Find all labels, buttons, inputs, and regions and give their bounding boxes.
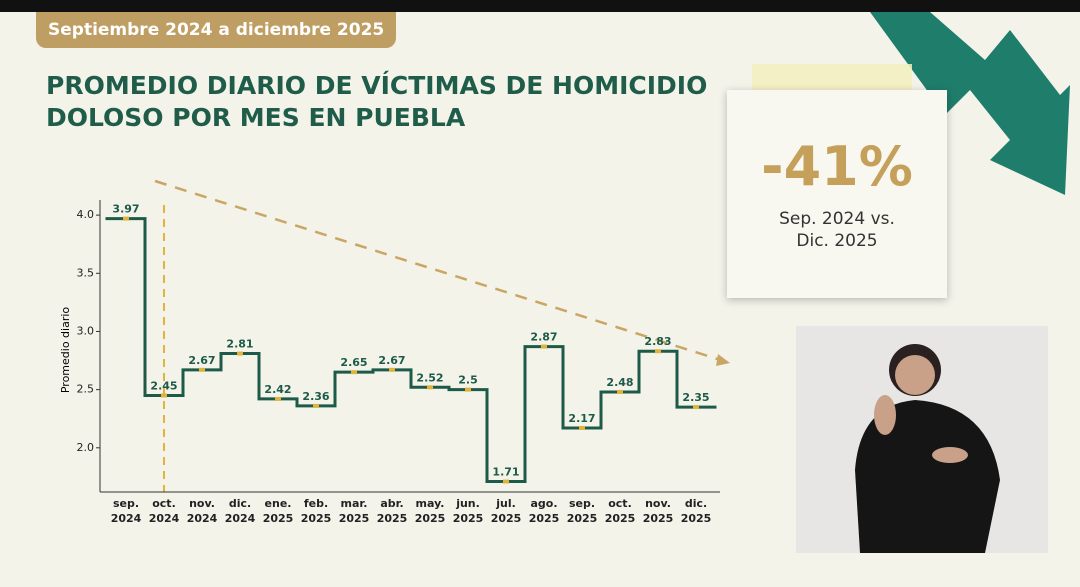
point-marker — [655, 349, 661, 354]
value-label: 2.67 — [378, 354, 405, 367]
point-marker — [199, 367, 205, 372]
x-tick-label: jul. 2025 — [490, 497, 522, 525]
x-tick-label: jun. 2025 — [452, 497, 484, 525]
x-tick-label: ago. 2025 — [528, 497, 560, 525]
callout-card — [727, 90, 947, 298]
point-marker — [351, 370, 357, 375]
value-label: 2.81 — [226, 338, 253, 351]
x-tick-label: feb. 2025 — [300, 497, 332, 525]
point-marker — [503, 479, 509, 484]
trend-line — [154, 179, 731, 365]
point-marker — [465, 387, 471, 392]
value-label: 2.17 — [568, 412, 595, 425]
x-tick-label: ene. 2025 — [262, 497, 294, 525]
interpreter-hand — [874, 395, 896, 435]
point-marker — [617, 389, 623, 394]
point-marker — [541, 344, 547, 349]
x-tick-label: may. 2025 — [414, 497, 446, 525]
point-marker — [693, 405, 699, 410]
point-marker — [427, 385, 433, 390]
x-tick-label: dic. 2024 — [224, 497, 256, 525]
y-tick-label: 2.5 — [77, 383, 95, 396]
y-axis-label: Promedio diario — [59, 307, 72, 394]
value-label: 2.36 — [302, 390, 329, 403]
value-label: 3.97 — [112, 203, 139, 216]
callout-value: -41% — [761, 135, 913, 198]
x-tick-label: oct. 2025 — [604, 497, 636, 525]
point-marker — [389, 367, 395, 372]
x-tick-label: nov. 2024 — [186, 497, 218, 525]
y-tick-label: 3.0 — [77, 324, 95, 337]
x-tick-label: oct. 2024 — [148, 497, 180, 525]
value-label: 2.65 — [340, 356, 367, 369]
value-label: 2.87 — [530, 331, 557, 344]
value-label: 2.67 — [188, 354, 215, 367]
point-marker — [313, 403, 319, 408]
x-tick-label: nov. 2025 — [642, 497, 674, 525]
value-label: 2.5 — [458, 374, 478, 387]
value-label: 1.71 — [492, 466, 519, 479]
trend-arrow-icon — [870, 12, 1070, 195]
trend-arrowhead — [716, 354, 730, 366]
chart-title: PROMEDIO DIARIO DE VÍCTIMAS DE HOMICIDIO… — [46, 71, 708, 132]
y-tick-label: 3.5 — [77, 266, 95, 279]
x-tick-label: sep. 2024 — [110, 497, 142, 525]
y-tick-label: 2.0 — [77, 441, 95, 454]
interpreter-body — [855, 400, 1000, 553]
value-label: 2.48 — [606, 376, 633, 389]
point-marker — [161, 393, 167, 398]
y-tick-label: 4.0 — [77, 208, 95, 221]
point-marker — [275, 396, 281, 401]
interpreter-hand — [932, 447, 968, 463]
x-tick-label: mar. 2025 — [338, 497, 370, 525]
value-label: 2.52 — [416, 371, 443, 384]
interpreter-face — [895, 355, 935, 395]
value-label: 2.83 — [644, 335, 671, 348]
callout-note: Sep. 2024 vs. Dic. 2025 — [779, 209, 895, 251]
top-bar — [0, 0, 1080, 12]
value-label: 2.45 — [150, 379, 177, 392]
point-marker — [579, 426, 585, 431]
value-label: 2.42 — [264, 383, 291, 396]
subtitle-badge: Septiembre 2024 a diciembre 2025 — [36, 12, 397, 48]
value-label: 2.35 — [682, 391, 709, 404]
x-tick-label: dic. 2025 — [680, 497, 712, 525]
point-marker — [123, 216, 129, 221]
x-tick-label: sep. 2025 — [566, 497, 598, 525]
point-marker — [237, 351, 243, 356]
x-tick-label: abr. 2025 — [376, 497, 408, 525]
